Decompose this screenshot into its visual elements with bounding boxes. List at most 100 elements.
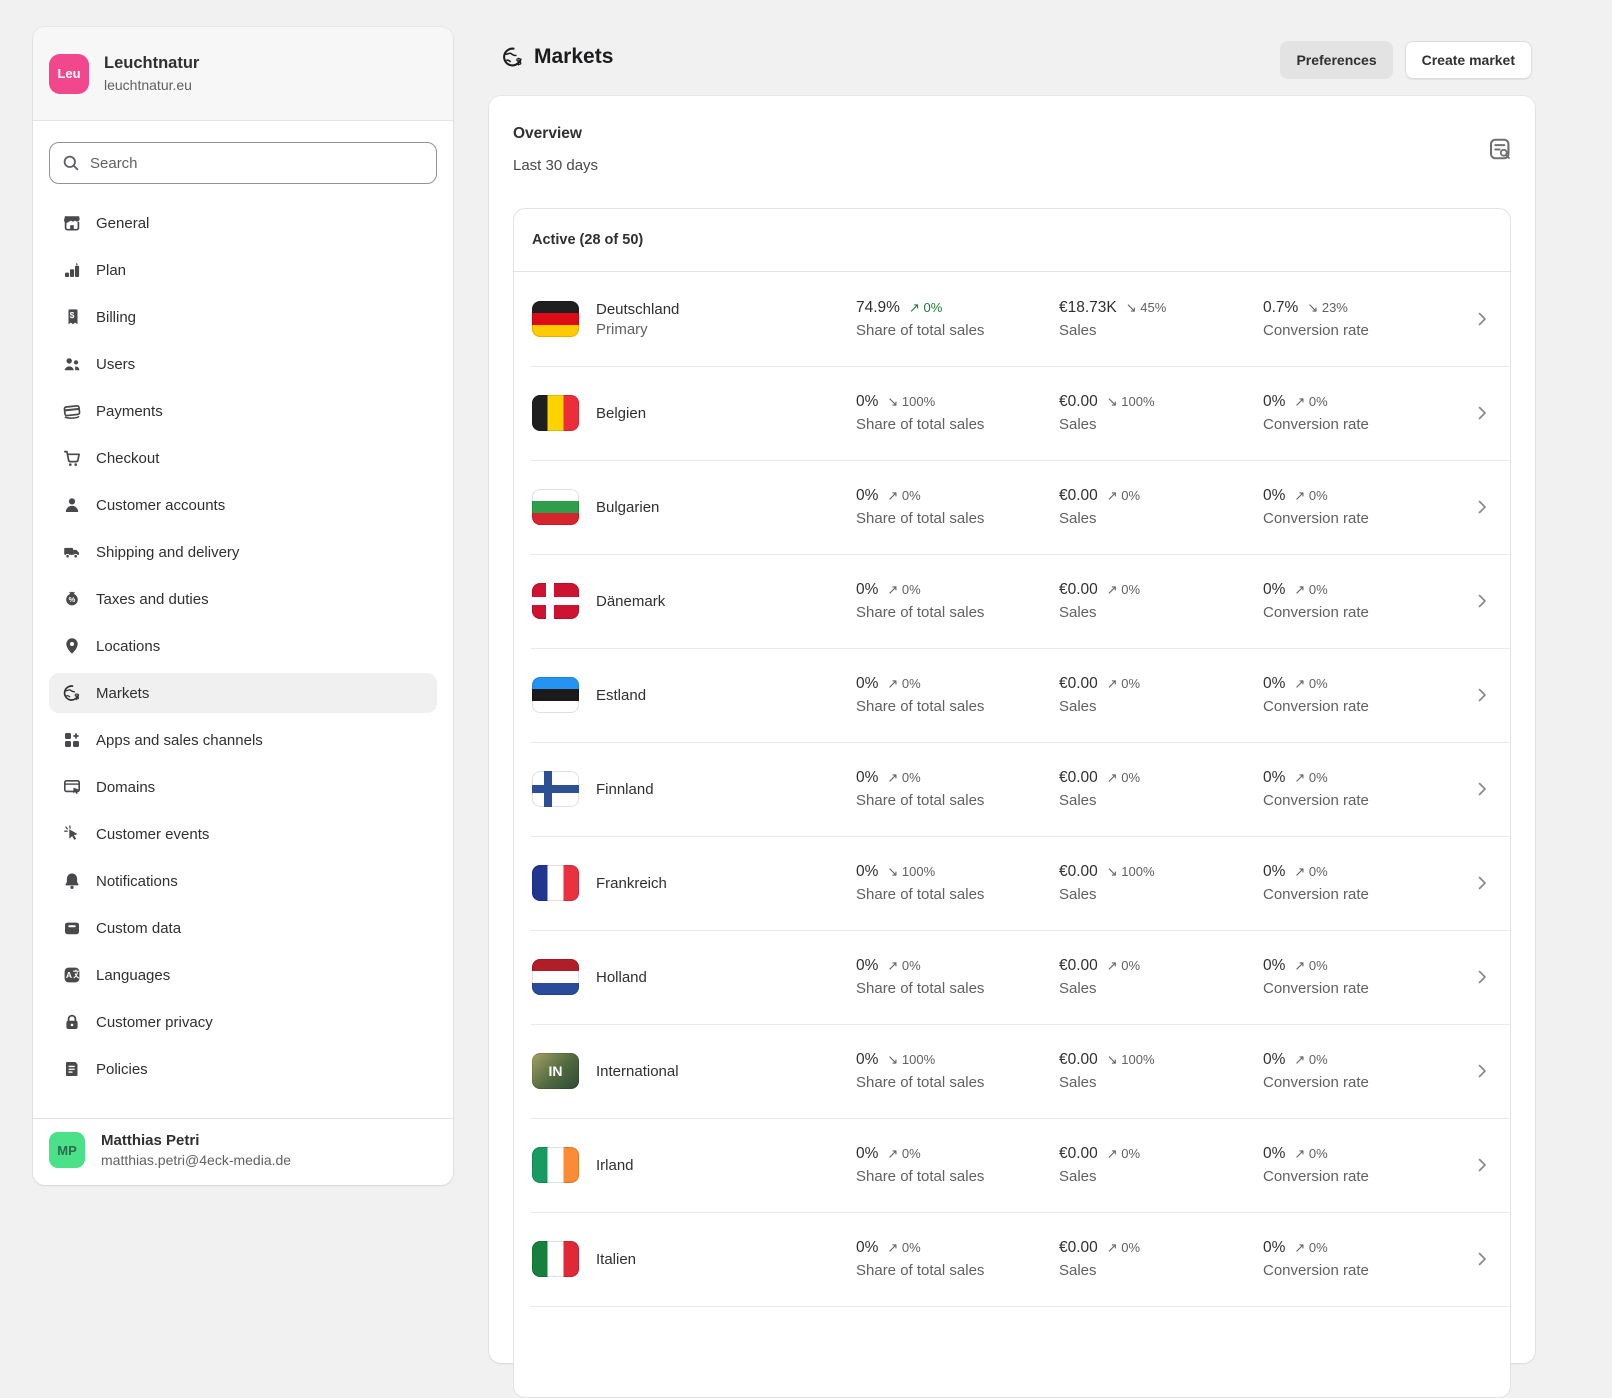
chevron-right-icon[interactable] — [1472, 1155, 1492, 1175]
market-row-bulgarien[interactable]: Bulgarien 0% ↗ 0% Share of total sales €0… — [514, 460, 1510, 554]
sidebar-item-locations[interactable]: Locations — [49, 626, 437, 666]
chevron-right-icon[interactable] — [1472, 779, 1492, 799]
sidebar-item-customer-events[interactable]: Customer events — [49, 814, 437, 854]
policy-doc-icon — [66, 1062, 78, 1076]
overview-title: Overview — [513, 125, 582, 142]
conversion-metric: 0% ↗ 0% Conversion rate — [1263, 1145, 1369, 1185]
sidebar-item-policies[interactable]: Policies — [49, 1049, 437, 1089]
sidebar-item-label: Customer events — [96, 825, 210, 843]
market-name: Deutschland — [596, 300, 680, 318]
sidebar-item-taxes[interactable]: % Taxes and duties — [49, 579, 437, 619]
sidebar-item-general[interactable]: General — [49, 203, 437, 243]
chevron-right-icon[interactable] — [1472, 309, 1492, 329]
market-row-deutschland[interactable]: Deutschland Primary 74.9% ↗ 0% Share of t… — [514, 272, 1510, 366]
chevron-right-icon[interactable] — [1472, 873, 1492, 893]
conversion-metric: 0% ↗ 0% Conversion rate — [1263, 393, 1369, 433]
sidebar-item-notifications[interactable]: Notifications — [49, 861, 437, 901]
chevron-right-icon[interactable] — [1472, 685, 1492, 705]
share-metric: 74.9% ↗ 0% Share of total sales — [856, 299, 985, 339]
market-name: Bulgarien — [596, 498, 660, 516]
payments-icon — [63, 404, 81, 419]
active-markets-header: Active (28 of 50) — [514, 209, 1510, 272]
sidebar-item-markets[interactable]: $ Markets — [49, 673, 437, 713]
search-input[interactable] — [49, 142, 437, 184]
chevron-right-icon[interactable] — [1472, 591, 1492, 611]
market-name: Dänemark — [596, 592, 666, 610]
market-name: Finnland — [596, 780, 654, 798]
svg-text:$: $ — [70, 310, 75, 320]
conversion-metric: 0% ↗ 0% Conversion rate — [1263, 957, 1369, 997]
sidebar-item-languages[interactable]: A Languages — [49, 955, 437, 995]
sidebar-item-label: Policies — [96, 1060, 148, 1078]
store-name: Leuchtnatur — [104, 54, 200, 72]
chevron-right-icon[interactable] — [1472, 497, 1492, 517]
sidebar-item-checkout[interactable]: Checkout — [49, 438, 437, 478]
conversion-metric: 0.7% ↘ 23% Conversion rate — [1263, 299, 1369, 339]
market-row-finnland[interactable]: Finnland 0% ↗ 0% Share of total sales €0.… — [514, 742, 1510, 836]
sidebar-item-label: Payments — [96, 402, 163, 420]
chevron-right-icon[interactable] — [1472, 403, 1492, 423]
flag-france — [532, 865, 579, 901]
market-name: Italien — [596, 1250, 637, 1268]
bell-icon — [65, 873, 79, 889]
sidebar-item-users[interactable]: Users — [49, 344, 437, 384]
translate-icon: A — [64, 967, 80, 983]
header-actions: Preferences Create market — [1280, 41, 1532, 79]
flag-netherlands — [532, 959, 579, 995]
user-avatar: MP — [49, 1132, 85, 1168]
share-metric: 0% ↗ 0% Share of total sales — [856, 675, 985, 715]
sidebar-item-billing[interactable]: $ Billing — [49, 297, 437, 337]
svg-text:$: $ — [516, 57, 522, 68]
market-row-irland[interactable]: Irland 0% ↗ 0% Share of total sales €0.00… — [514, 1118, 1510, 1212]
sidebar-item-apps[interactable]: Apps and sales channels — [49, 720, 437, 760]
apps-icon — [65, 733, 79, 747]
sidebar-item-label: General — [96, 214, 150, 232]
market-row-daenemark[interactable]: Dänemark 0% ↗ 0% Share of total sales €0.… — [514, 554, 1510, 648]
search-report-button[interactable] — [1487, 136, 1513, 162]
sales-metric: €0.00 ↗ 0% Sales — [1059, 1239, 1141, 1279]
sidebar-item-customer-privacy[interactable]: Customer privacy — [49, 1002, 437, 1042]
sales-metric: €0.00 ↘ 100% Sales — [1059, 863, 1155, 903]
share-metric: 0% ↗ 0% Share of total sales — [856, 487, 985, 527]
location-pin-icon — [66, 638, 78, 654]
flag-finland — [532, 771, 579, 807]
preferences-button[interactable]: Preferences — [1280, 41, 1393, 79]
sidebar-item-label: Apps and sales channels — [96, 731, 263, 749]
flag-estonia — [532, 677, 579, 713]
sidebar-item-custom-data[interactable]: Custom data — [49, 908, 437, 948]
market-row-holland[interactable]: Holland 0% ↗ 0% Share of total sales €0.0… — [514, 930, 1510, 1024]
sales-metric: €0.00 ↗ 0% Sales — [1059, 487, 1141, 527]
person-icon — [65, 498, 79, 512]
conversion-metric: 0% ↗ 0% Conversion rate — [1263, 1239, 1369, 1279]
conversion-metric: 0% ↗ 0% Conversion rate — [1263, 487, 1369, 527]
chevron-right-icon[interactable] — [1472, 1061, 1492, 1081]
flag-international: IN — [532, 1053, 579, 1089]
share-metric: 0% ↘ 100% Share of total sales — [856, 393, 985, 433]
flag-ireland — [532, 1147, 579, 1183]
active-markets-table: Active (28 of 50) Deutschland Primary 74… — [513, 208, 1511, 1398]
share-metric: 0% ↗ 0% Share of total sales — [856, 957, 985, 997]
chevron-right-icon[interactable] — [1472, 1249, 1492, 1269]
sidebar-item-domains[interactable]: Domains — [49, 767, 437, 807]
domains-icon — [63, 779, 80, 794]
market-row-italien[interactable]: Italien 0% ↗ 0% Share of total sales €0.0… — [514, 1212, 1510, 1306]
sidebar-item-shipping[interactable]: Shipping and delivery — [49, 532, 437, 572]
user-section[interactable]: MP Matthias Petri matthias.petri@4eck-me… — [33, 1118, 453, 1185]
cart-icon — [63, 450, 80, 466]
sidebar-item-label: Customer privacy — [96, 1013, 213, 1031]
market-row-international[interactable]: IN International 0% ↘ 100% Share of total… — [514, 1024, 1510, 1118]
sidebar-item-payments[interactable]: Payments — [49, 391, 437, 431]
sales-metric: €0.00 ↗ 0% Sales — [1059, 1145, 1141, 1185]
market-row-estland[interactable]: Estland 0% ↗ 0% Share of total sales €0.0… — [514, 648, 1510, 742]
market-row-frankreich[interactable]: Frankreich 0% ↘ 100% Share of total sales… — [514, 836, 1510, 930]
create-market-button[interactable]: Create market — [1404, 41, 1532, 79]
sidebar-item-label: Custom data — [96, 919, 182, 937]
sales-metric: €0.00 ↗ 0% Sales — [1059, 769, 1141, 809]
store-header: Leu Leuchtnatur leuchtnatur.eu — [33, 27, 453, 121]
sidebar-item-customer-accounts[interactable]: Customer accounts — [49, 485, 437, 525]
sidebar-item-plan[interactable]: Plan — [49, 250, 437, 290]
settings-nav: General Plan $ Billing — [49, 203, 437, 1089]
sidebar-item-label: Plan — [96, 261, 127, 279]
chevron-right-icon[interactable] — [1472, 967, 1492, 987]
market-row-belgien[interactable]: Belgien 0% ↘ 100% Share of total sales €0… — [514, 366, 1510, 460]
